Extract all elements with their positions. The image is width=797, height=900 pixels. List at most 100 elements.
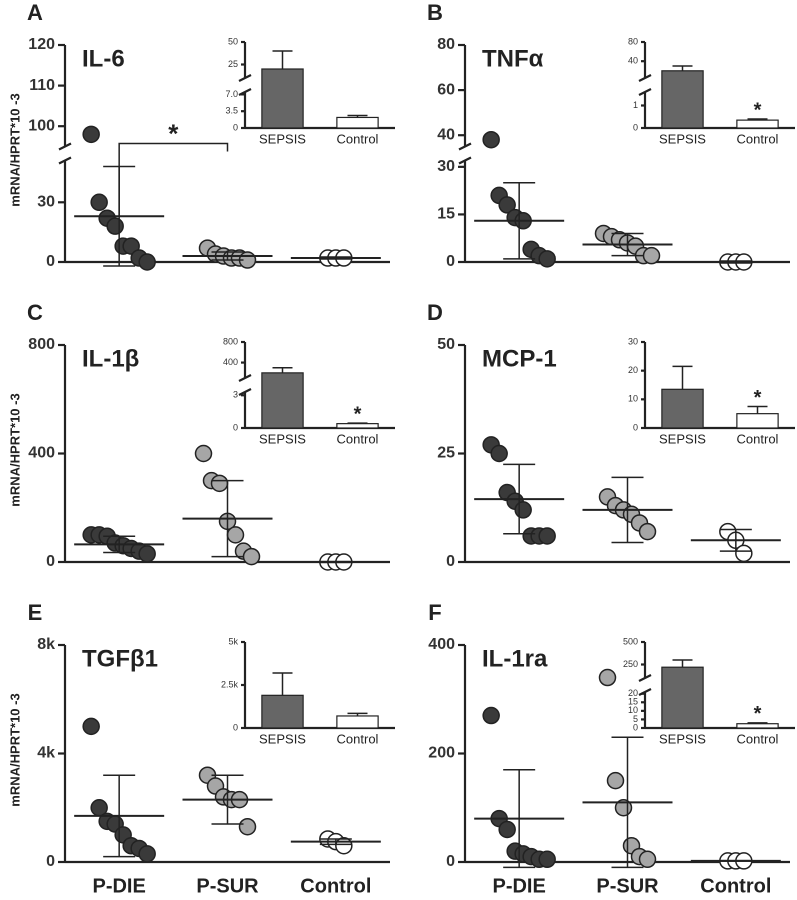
data-point: [735, 544, 753, 563]
inset-bar: [261, 372, 304, 429]
x-tick-label: P-DIE: [92, 875, 145, 897]
y-axis-label: mRNA/HPRT*10 -3: [7, 393, 22, 506]
data-point: [538, 527, 556, 545]
data-point: [82, 717, 100, 736]
data-point: [598, 668, 617, 687]
inset-bar: [261, 694, 304, 729]
data-point: [538, 850, 556, 869]
y-tick-label: 0: [233, 122, 238, 132]
y-axis-label: mRNA/HPRT*10 -3: [7, 693, 22, 806]
x-tick-label: Control: [700, 875, 771, 897]
inset-bar: [661, 388, 704, 429]
significance-mark: *: [168, 118, 179, 148]
axis-break: [458, 142, 472, 151]
data-point: [335, 836, 353, 855]
inset-bar: [261, 68, 304, 129]
y-tick-label: 0: [446, 253, 455, 270]
panel-title: TGFβ1: [82, 645, 158, 672]
y-tick-label: 800: [223, 336, 238, 346]
data-point: [138, 545, 156, 563]
y-tick-label: 5k: [228, 636, 238, 646]
inset-bar: [736, 413, 779, 429]
inset-x-tick-label: Control: [337, 431, 379, 446]
y-tick-label: 8k: [37, 636, 55, 653]
y-tick-label: 3.5: [225, 106, 238, 116]
y-tick-label: 50: [228, 36, 238, 46]
data-point: [194, 444, 213, 463]
y-tick-label: 500: [623, 636, 638, 646]
y-tick-label: 400: [223, 357, 238, 367]
data-point: [538, 250, 556, 268]
axis-break: [238, 88, 252, 96]
data-point: [242, 547, 261, 566]
significance-mark: *: [754, 387, 762, 409]
y-axis-label: mRNA/HPRT*10 -3: [7, 93, 22, 206]
y-tick-label: 0: [46, 253, 55, 270]
data-point: [226, 526, 245, 544]
y-tick-label: 110: [29, 77, 55, 94]
y-tick-label: 15: [437, 206, 455, 223]
data-point: [482, 706, 500, 725]
significance-mark: *: [754, 99, 762, 121]
y-tick-label: 3: [233, 390, 238, 400]
inset-x-tick-label: SEPSIS: [659, 731, 706, 746]
axis-break: [638, 688, 652, 696]
y-tick-label: 25: [437, 445, 455, 462]
data-point: [90, 193, 108, 212]
y-tick-label: 30: [628, 336, 638, 346]
data-point: [482, 130, 500, 149]
inset-x-tick-label: Control: [337, 731, 379, 746]
significance-mark: *: [754, 703, 762, 725]
data-point: [238, 817, 257, 836]
y-tick-label: 100: [28, 117, 55, 134]
y-tick-label: 15: [628, 697, 638, 707]
inset-x-tick-label: Control: [737, 731, 779, 746]
y-tick-label: 120: [28, 36, 55, 53]
panel-title: MCP-1: [482, 345, 557, 372]
y-tick-label: 50: [437, 336, 455, 353]
data-point: [606, 771, 625, 790]
data-point: [514, 501, 532, 519]
y-tick-label: 40: [437, 126, 455, 143]
data-point: [138, 253, 156, 271]
y-tick-label: 0: [446, 553, 455, 570]
inset-x-tick-label: Control: [737, 431, 779, 446]
y-tick-label: 25: [228, 59, 238, 69]
y-tick-label: 0: [46, 553, 55, 570]
y-tick-label: 60: [437, 81, 455, 98]
inset-bar: [336, 715, 379, 729]
panel-title: TNFα: [482, 45, 544, 72]
data-point: [210, 474, 229, 493]
panel-title: IL-1ra: [482, 645, 548, 672]
y-tick-label: 20: [628, 688, 638, 698]
inset-bar: [661, 70, 704, 129]
data-point: [138, 845, 156, 863]
data-point: [638, 522, 657, 541]
data-point: [490, 444, 508, 463]
y-tick-label: 0: [446, 853, 455, 870]
axis-break: [238, 388, 252, 396]
inset-x-tick-label: Control: [337, 131, 379, 146]
panel-label: A: [27, 0, 43, 25]
y-tick-label: 200: [428, 745, 455, 762]
data-point: [498, 820, 516, 839]
x-tick-label: P-DIE: [492, 875, 545, 897]
panel-title: IL-1β: [82, 345, 139, 372]
data-point: [638, 850, 657, 869]
y-tick-label: 0: [233, 422, 238, 432]
y-tick-label: 0: [233, 722, 238, 732]
inset-bar: [661, 666, 704, 729]
axis-break: [58, 142, 72, 151]
data-point: [106, 217, 124, 235]
y-tick-label: 0: [46, 853, 55, 870]
inset-x-tick-label: SEPSIS: [259, 431, 306, 446]
axis-break: [238, 374, 252, 382]
y-tick-label: 80: [437, 36, 455, 53]
panel-label: C: [27, 300, 43, 325]
inset-bar: [336, 423, 379, 429]
significance-mark: *: [354, 403, 362, 425]
y-tick-label: 30: [437, 158, 455, 175]
data-point: [122, 237, 140, 255]
y-tick-label: 30: [37, 194, 55, 211]
